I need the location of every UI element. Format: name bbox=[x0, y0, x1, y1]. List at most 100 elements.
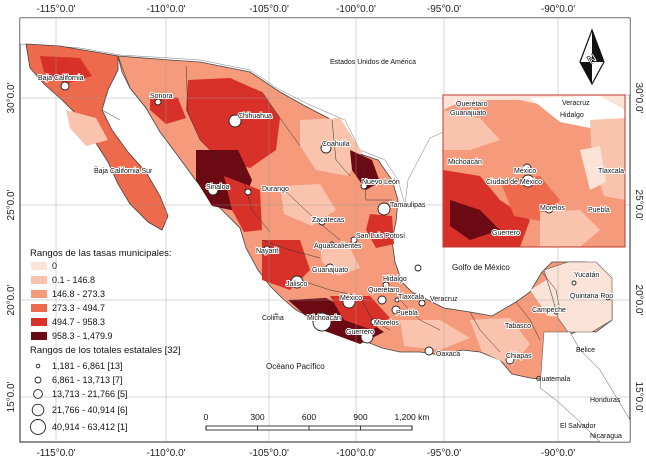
label-mexico: México bbox=[340, 295, 362, 302]
lon-ticks-bottom: -115°0.0' -110°0.0' -105°0.0' -100°0.0' … bbox=[36, 448, 575, 459]
inset-puebla: Puebla bbox=[588, 207, 610, 214]
label-colima: Colima bbox=[262, 315, 284, 322]
label-baja-california-sur: Baja California Sur bbox=[94, 168, 153, 175]
label-guatemala: Guatemala bbox=[536, 376, 570, 383]
label-chihuahua: Chihuahua bbox=[238, 113, 272, 120]
inset-veracruz: Veracruz bbox=[562, 100, 590, 107]
legend-total-1: 1,181 - 6,861 [13] bbox=[52, 361, 123, 371]
label-aguascalientes: Aguascalientes bbox=[314, 243, 362, 250]
lat-tick-right-25: 25°0.0' bbox=[633, 190, 644, 221]
label-belice: Belice bbox=[576, 347, 595, 354]
scale-tick-300: 300 bbox=[250, 412, 264, 422]
legend-swatch-4 bbox=[31, 304, 47, 312]
legend-rate-6: 958.3 - 1,479.9 bbox=[52, 331, 113, 341]
label-hidalgo: Hidalgo bbox=[383, 276, 407, 283]
north-arrow: N bbox=[579, 28, 605, 86]
lon-tick-bottom-90: -90°0.0' bbox=[541, 448, 575, 459]
scale-bar: 0 300 600 900 1,200 km bbox=[204, 412, 430, 431]
inset-guerrero: Guerrero bbox=[492, 230, 520, 237]
label-quintana-roo: Quintana Roo bbox=[570, 293, 613, 300]
legend-swatch-2 bbox=[31, 276, 47, 284]
legend-total-3: 13,713 - 21,766 [5] bbox=[52, 389, 128, 399]
lon-tick-top-90: -90°0.0' bbox=[541, 4, 575, 15]
label-veracruz: Veracruz bbox=[430, 296, 458, 303]
label-yucatan: Yucatán bbox=[574, 272, 599, 279]
label-sinaloa: Sinaloa bbox=[206, 184, 229, 191]
legend-rates-title: Rangos de las tasas municipales: bbox=[30, 248, 172, 259]
label-coahuila: Coahuila bbox=[322, 141, 350, 148]
legend-swatch-6 bbox=[31, 332, 47, 340]
lat-tick-right-30: 30°0.0' bbox=[633, 83, 644, 114]
label-nayarit: Nayarit bbox=[256, 248, 278, 255]
legend-circle-1 bbox=[35, 363, 41, 369]
legend-rate-2: 0.1 - 146.8 bbox=[52, 275, 95, 285]
inset-queretaro: Querétaro bbox=[456, 101, 488, 108]
legend-total-2: 6,861 - 13,713 [7] bbox=[52, 375, 123, 385]
legend-swatch-1 bbox=[31, 262, 47, 270]
lon-tick-bottom-110: -110°0.0' bbox=[146, 448, 185, 459]
lon-tick-top-115: -115°0.0' bbox=[36, 4, 75, 15]
legend-swatch-5 bbox=[31, 318, 47, 326]
legend-circle-5 bbox=[30, 419, 46, 435]
yucatan-region bbox=[543, 261, 613, 333]
legend-rate-3: 146.8 - 273.3 bbox=[52, 289, 105, 299]
label-zacatecas: Zacatecas bbox=[312, 217, 345, 224]
label-tabasco: Tabasco bbox=[505, 323, 531, 330]
lon-tick-top-100: -100°0.0' bbox=[336, 4, 376, 15]
lat-ticks-right: 30°0.0' 25°0.0' 20°0.0' 15°0.0' bbox=[633, 83, 644, 413]
label-sonora: Sonora bbox=[150, 93, 173, 100]
lon-tick-bottom-95: -95°0.0' bbox=[427, 448, 461, 459]
scale-tick-900: 900 bbox=[353, 412, 367, 422]
scale-tick-0: 0 bbox=[204, 412, 209, 422]
inset-mexico: México bbox=[514, 168, 536, 175]
lon-tick-top-95: -95°0.0' bbox=[427, 4, 461, 15]
scale-tick-1200: 1,200 km bbox=[395, 412, 430, 422]
lat-tick-left-20: 20°0.0' bbox=[6, 284, 17, 315]
legend-totals-title: Rangos de los totales estatales [32] bbox=[30, 345, 181, 356]
label-pacifico: Océano Pacífico bbox=[266, 362, 325, 371]
inset-hidalgo: Hidalgo bbox=[560, 112, 584, 119]
lat-tick-left-15: 15°0.0' bbox=[6, 381, 17, 412]
label-tlaxcala: Tlaxcala bbox=[398, 294, 424, 301]
legend-circle-2 bbox=[34, 376, 42, 384]
lon-tick-bottom-115: -115°0.0' bbox=[36, 448, 75, 459]
scale-tick-600: 600 bbox=[302, 412, 316, 422]
label-nuevo-leon: Nuevo León bbox=[362, 179, 400, 186]
label-queretaro: Querétaro bbox=[368, 287, 400, 294]
legend-rate-4: 273.3 - 494.7 bbox=[52, 303, 105, 313]
label-morelos: Morelos bbox=[374, 320, 399, 327]
inset-frame bbox=[442, 94, 626, 248]
inset-cdmx: Ciudad de México bbox=[486, 179, 542, 186]
legend-total-4: 21,766 - 40,914 [6] bbox=[52, 405, 128, 415]
label-guanajuato: Guanajuato bbox=[312, 267, 348, 274]
label-san-luis-potosi: San Luis Potosí bbox=[356, 233, 405, 240]
label-michoacan: Michoacán bbox=[307, 315, 341, 322]
lat-tick-left-30: 30°0.0' bbox=[6, 82, 17, 113]
lon-ticks-top: -115°0.0' -110°0.0' -105°0.0' -100°0.0' … bbox=[36, 4, 575, 15]
inset-map: Querétaro Guanajuato Veracruz Hidalgo Mi… bbox=[442, 94, 626, 248]
legend-swatch-3 bbox=[31, 290, 47, 298]
lat-ticks-left: 30°0.0' 25°0.0' 20°0.0' 15°0.0' bbox=[6, 82, 17, 412]
legend-circle-3 bbox=[33, 389, 43, 399]
lon-tick-bottom-100: -100°0.0' bbox=[336, 448, 376, 459]
label-campeche: Campeche bbox=[532, 307, 566, 314]
map-labels: Estados Unidos de América Baja Californi… bbox=[37, 59, 622, 440]
label-baja-california: Baja California bbox=[38, 75, 84, 82]
lat-tick-right-15: 15°0.0' bbox=[633, 382, 644, 413]
label-golfo: Golfo de México bbox=[452, 263, 510, 272]
label-honduras: Honduras bbox=[590, 397, 621, 404]
legend-total-5: 40,914 - 63,412 [1] bbox=[52, 422, 128, 432]
lat-tick-left-25: 25°0.0' bbox=[6, 189, 17, 220]
label-tamaulipas: Tamaulipas bbox=[390, 202, 426, 209]
lon-tick-bottom-105: -105°0.0' bbox=[249, 448, 289, 459]
label-usa: Estados Unidos de América bbox=[330, 59, 416, 66]
lat-tick-right-20: 20°0.0' bbox=[633, 285, 644, 316]
state-borders bbox=[101, 55, 561, 353]
label-nicaragua: Nicaragua bbox=[590, 433, 622, 440]
inset-morelos: Morelos bbox=[540, 205, 565, 212]
legend: Rangos de las tasas municipales: 0 0.1 -… bbox=[30, 248, 181, 435]
label-jalisco: Jalisco bbox=[286, 281, 308, 288]
label-durango: Durango bbox=[262, 186, 289, 193]
legend-rate-1: 0 bbox=[52, 261, 57, 271]
